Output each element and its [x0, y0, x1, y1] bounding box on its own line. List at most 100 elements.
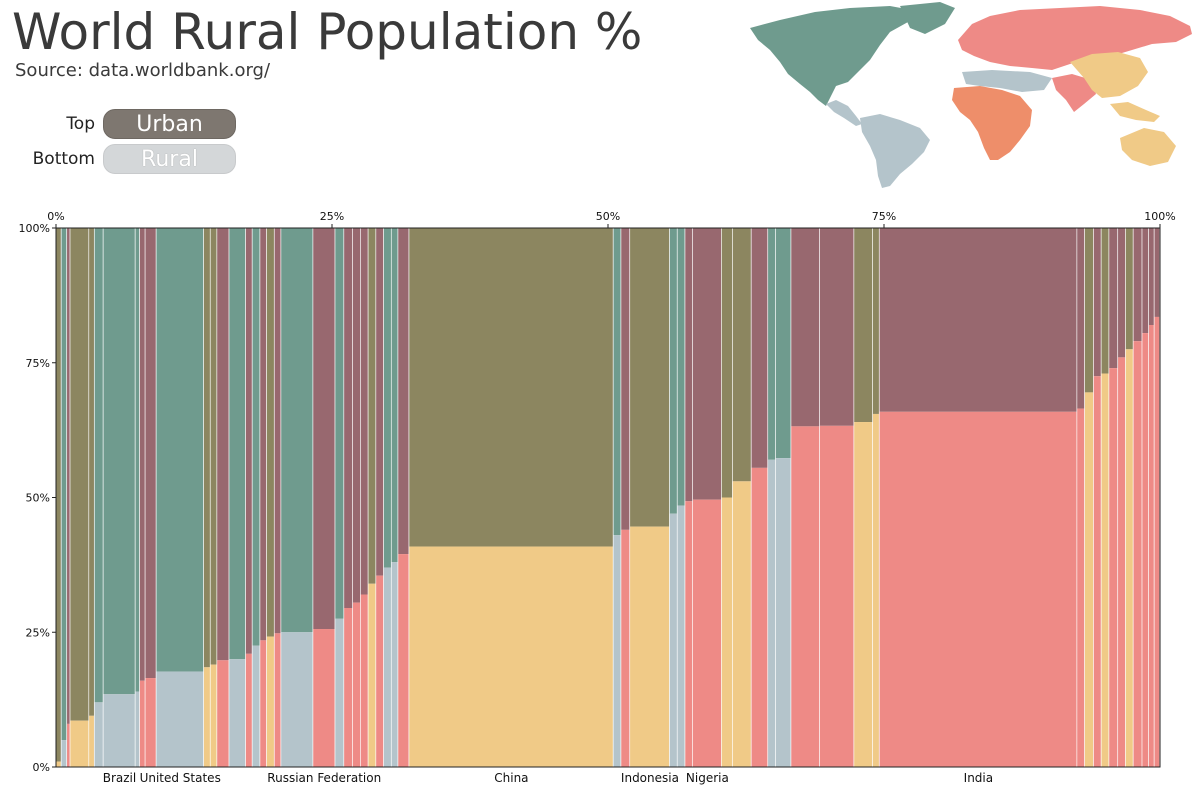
urban-bar-45 — [819, 228, 854, 426]
rural-bar-26 — [368, 583, 376, 767]
rural-bar-0 — [56, 761, 61, 767]
rural-bar-28 — [383, 567, 392, 767]
urban-bar-0 — [56, 228, 61, 762]
map-australia — [1120, 128, 1176, 166]
rural-bar-17 — [260, 640, 267, 767]
urban-bar-49 — [1077, 228, 1085, 409]
country-label-brazil: Brazil — [103, 771, 137, 785]
rural-bar-59 — [1154, 316, 1160, 767]
urban-bar-10 — [156, 228, 204, 672]
urban-bar-28 — [383, 228, 392, 568]
rural-bar-20 — [281, 632, 313, 767]
rural-bar-5 — [94, 702, 103, 767]
rural-bar-55 — [1125, 349, 1133, 767]
urban-bar-21 — [313, 228, 335, 630]
urban-bar-2 — [67, 228, 70, 724]
urban-bar-33 — [621, 228, 630, 530]
map-central-america — [826, 100, 862, 126]
map-africa — [952, 86, 1032, 160]
legend-rural-pill: Rural — [103, 144, 236, 174]
urban-bar-4 — [89, 228, 95, 716]
urban-bar-46 — [854, 228, 873, 423]
chart-title: World Rural Population % — [12, 3, 643, 61]
rural-bar-57 — [1142, 333, 1149, 767]
rural-bar-19 — [274, 633, 281, 767]
rural-bar-58 — [1148, 325, 1154, 767]
map-north-america — [750, 6, 912, 106]
legend-urban-pill: Urban — [103, 109, 236, 139]
rural-bar-39 — [721, 497, 733, 767]
urban-bar-31 — [409, 228, 613, 547]
urban-bar-11 — [203, 228, 210, 668]
rural-bar-18 — [266, 636, 274, 767]
urban-bar-59 — [1154, 228, 1160, 317]
rural-bar-52 — [1101, 373, 1109, 767]
urban-bar-36 — [677, 228, 685, 506]
y-tick-label-3: 75% — [26, 357, 50, 370]
urban-bar-27 — [376, 228, 384, 576]
x-tick-label-1: 25% — [320, 210, 344, 223]
urban-bar-43 — [775, 228, 791, 459]
rural-bar-3 — [70, 720, 89, 767]
rural-bar-53 — [1109, 368, 1118, 767]
urban-bar-13 — [217, 228, 229, 661]
urban-bar-42 — [768, 228, 776, 460]
map-greenland — [900, 2, 955, 34]
rural-bar-42 — [768, 459, 776, 767]
rural-bar-12 — [210, 664, 217, 767]
rural-bar-16 — [252, 645, 260, 767]
rural-bar-15 — [245, 653, 252, 767]
rural-bar-32 — [613, 535, 621, 767]
rural-bar-9 — [145, 678, 156, 767]
urban-bar-38 — [693, 228, 722, 500]
rural-bar-38 — [693, 499, 722, 767]
urban-bar-18 — [266, 228, 274, 637]
urban-bar-53 — [1109, 228, 1118, 369]
urban-bar-3 — [70, 228, 89, 721]
rural-bar-56 — [1133, 341, 1142, 767]
map-south-america — [860, 114, 930, 188]
rural-bar-24 — [352, 602, 361, 767]
urban-bar-37 — [685, 228, 693, 502]
y-tick-label-1: 25% — [26, 626, 50, 639]
rural-bar-21 — [313, 629, 335, 767]
urban-bar-29 — [391, 228, 398, 563]
rural-bar-14 — [229, 659, 246, 767]
rural-bar-30 — [398, 554, 409, 767]
rural-bar-2 — [67, 723, 70, 767]
map-southeast-asia — [1110, 102, 1160, 122]
urban-bar-47 — [872, 228, 879, 414]
urban-bar-25 — [360, 228, 368, 595]
map-middle-east — [962, 70, 1052, 92]
urban-bar-22 — [335, 228, 344, 619]
rural-bar-35 — [669, 513, 677, 767]
rural-bar-22 — [335, 618, 344, 767]
rural-bar-29 — [391, 562, 398, 767]
map-eurasia-north — [958, 6, 1192, 70]
urban-bar-44 — [791, 228, 820, 427]
rural-bar-47 — [872, 413, 879, 767]
y-tick-label-2: 50% — [26, 492, 50, 505]
urban-bar-5 — [94, 228, 103, 703]
urban-bar-55 — [1125, 228, 1133, 350]
y-tick-label-4: 100% — [19, 222, 50, 235]
urban-bar-14 — [229, 228, 246, 660]
rural-bar-40 — [732, 481, 751, 767]
rural-bar-8 — [139, 680, 145, 767]
y-tick-label-0: 0% — [33, 761, 50, 774]
urban-bar-35 — [669, 228, 677, 514]
rural-bar-49 — [1077, 408, 1085, 767]
rural-bar-13 — [217, 660, 229, 767]
urban-bar-24 — [352, 228, 361, 603]
rural-bar-7 — [135, 691, 140, 767]
urban-bar-20 — [281, 228, 313, 633]
urban-bar-17 — [260, 228, 267, 641]
urban-bar-48 — [879, 228, 1077, 412]
world-map-icon — [750, 2, 1192, 188]
x-tick-label-4: 100% — [1144, 210, 1175, 223]
country-label-indonesia: Indonesia — [621, 771, 679, 785]
rural-bar-43 — [775, 458, 791, 767]
rural-bar-31 — [409, 546, 613, 767]
urban-bar-56 — [1133, 228, 1142, 342]
legend-top-label: Top — [66, 114, 95, 134]
